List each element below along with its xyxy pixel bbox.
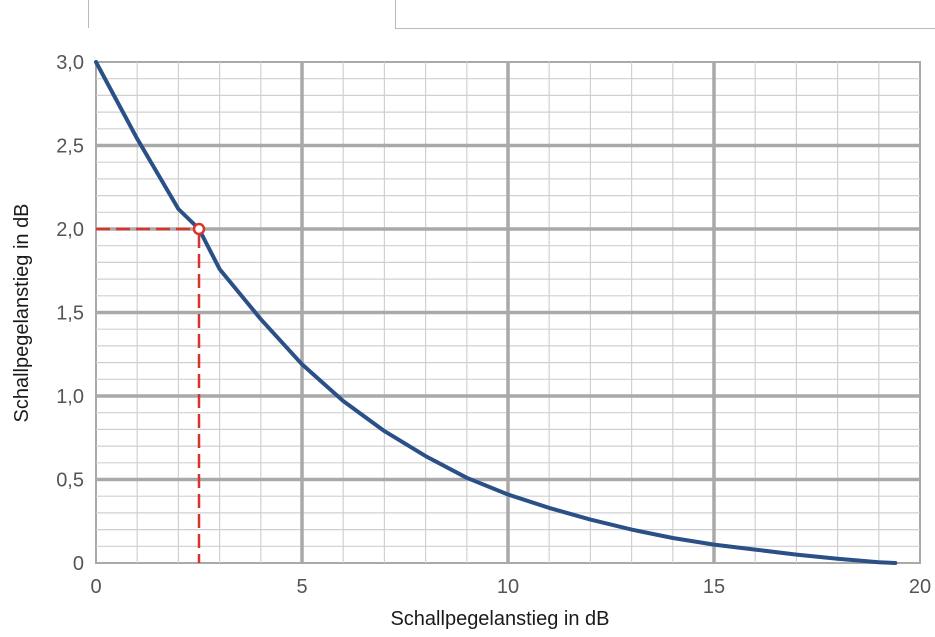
y-tick-label: 0 bbox=[73, 553, 84, 575]
y-tick-label: 2,0 bbox=[56, 219, 84, 241]
x-axis-title: Schallpegelanstieg in dB bbox=[390, 608, 609, 630]
annotation-layer bbox=[96, 222, 206, 563]
x-tick-label: 20 bbox=[909, 576, 931, 598]
series-layer bbox=[94, 60, 898, 565]
annotation-marker bbox=[192, 222, 206, 236]
x-tick-label: 0 bbox=[90, 576, 101, 598]
y-tick-label: 2,5 bbox=[56, 136, 84, 158]
y-tick-label: 1,0 bbox=[56, 386, 84, 408]
y-axis-title: Schallpegelanstieg in dB bbox=[11, 203, 33, 422]
x-tick-label: 15 bbox=[703, 576, 725, 598]
series-line bbox=[94, 60, 898, 565]
y-tick-label: 3,0 bbox=[56, 52, 84, 74]
x-tick-label: 5 bbox=[296, 576, 307, 598]
y-tick-label: 1,5 bbox=[56, 303, 84, 325]
x-tick-label: 10 bbox=[497, 576, 519, 598]
grid bbox=[96, 62, 920, 563]
y-tick-label: 0,5 bbox=[56, 470, 84, 492]
tick-labels: 0 5 10 15 20 0 0,5 1,0 1,5 2,0 2,5 3,0 bbox=[56, 52, 931, 598]
